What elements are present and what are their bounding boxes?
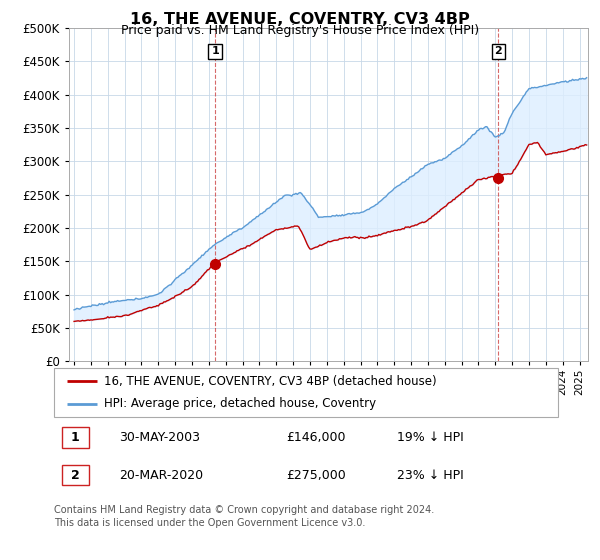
- Text: 1: 1: [211, 46, 219, 57]
- Text: 30-MAY-2003: 30-MAY-2003: [119, 431, 200, 444]
- Text: 23% ↓ HPI: 23% ↓ HPI: [397, 469, 463, 482]
- Text: 19% ↓ HPI: 19% ↓ HPI: [397, 431, 463, 444]
- Text: 2: 2: [494, 46, 502, 57]
- Text: 20-MAR-2020: 20-MAR-2020: [119, 469, 203, 482]
- Text: £275,000: £275,000: [286, 469, 346, 482]
- Text: 1: 1: [71, 431, 80, 444]
- Text: Contains HM Land Registry data © Crown copyright and database right 2024.
This d: Contains HM Land Registry data © Crown c…: [54, 505, 434, 528]
- FancyBboxPatch shape: [62, 465, 89, 486]
- Text: 16, THE AVENUE, COVENTRY, CV3 4BP: 16, THE AVENUE, COVENTRY, CV3 4BP: [130, 12, 470, 27]
- Text: 16, THE AVENUE, COVENTRY, CV3 4BP (detached house): 16, THE AVENUE, COVENTRY, CV3 4BP (detac…: [104, 375, 437, 388]
- FancyBboxPatch shape: [62, 427, 89, 447]
- Text: Price paid vs. HM Land Registry's House Price Index (HPI): Price paid vs. HM Land Registry's House …: [121, 24, 479, 37]
- Text: 2: 2: [71, 469, 80, 482]
- FancyBboxPatch shape: [54, 368, 558, 417]
- Text: £146,000: £146,000: [286, 431, 346, 444]
- Text: HPI: Average price, detached house, Coventry: HPI: Average price, detached house, Cove…: [104, 398, 377, 410]
